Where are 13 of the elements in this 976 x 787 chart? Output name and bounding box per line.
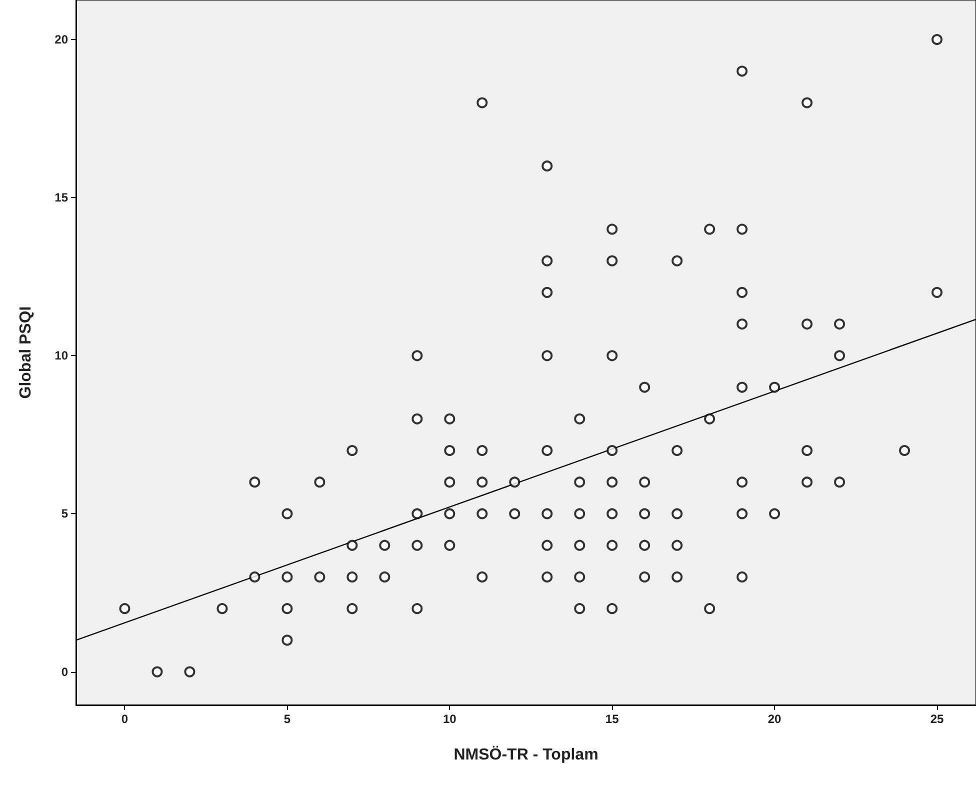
y-tick-label: 5 (61, 506, 68, 521)
y-tick-label: 0 (61, 664, 68, 679)
y-tick-label: 15 (54, 190, 68, 205)
y-tick-label: 20 (54, 32, 68, 47)
x-tick-label: 25 (930, 712, 944, 726)
y-axis-title: Global PSQI (18, 306, 34, 399)
x-tick-label: 10 (442, 712, 457, 726)
x-tick-label: 15 (605, 712, 620, 726)
x-tick-label: 0 (121, 712, 128, 726)
y-tick-label: 10 (54, 348, 68, 363)
x-tick-label: 20 (768, 712, 782, 726)
x-tick-label: 5 (284, 712, 291, 726)
x-axis-title: NMSÖ-TR - Toplam (454, 746, 598, 764)
